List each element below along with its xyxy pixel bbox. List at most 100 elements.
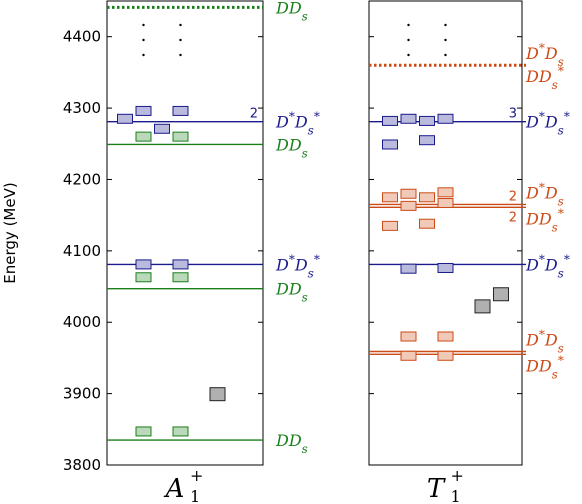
subscript: s: [552, 220, 558, 234]
energy-level: [400, 200, 417, 211]
label-text: D: [525, 356, 539, 375]
ellipsis-dot: [142, 23, 145, 27]
subscript: s: [308, 266, 314, 280]
label-text: D: [544, 330, 558, 349]
multiplicity-label: 2: [509, 210, 517, 225]
superscript: *: [314, 110, 320, 124]
energy-level: [135, 426, 152, 437]
y-axis-label: Energy (MeV): [1, 182, 19, 283]
label-text: D: [525, 67, 539, 86]
label-text: D: [525, 255, 539, 274]
superscript: *: [539, 327, 545, 341]
energy-level: [172, 259, 189, 270]
energy-level: [400, 263, 417, 274]
ellipsis-dot: [407, 23, 410, 27]
irrep-subscript: 1: [451, 487, 461, 504]
y-axis: 3800 3900 4000 4100 4200 4300 4400: [63, 28, 522, 474]
energy-level: [209, 387, 226, 402]
energy-level: [437, 331, 454, 342]
threshold-label: DDs*: [525, 206, 564, 234]
irrep-label: A: [164, 474, 185, 504]
energy-level: [400, 350, 417, 361]
y-tick-label: 4000: [63, 313, 101, 331]
energy-level: [135, 131, 152, 142]
threshold-label: D*Ds*: [275, 110, 320, 138]
superscript: *: [289, 110, 295, 124]
subscript: s: [558, 266, 564, 280]
superscript: *: [564, 252, 570, 266]
ellipsis-dot: [407, 53, 410, 57]
label-text: D: [544, 44, 558, 63]
energy-level: [172, 131, 189, 142]
ellipsis-dot: [179, 23, 182, 27]
label-text: D: [544, 255, 558, 274]
energy-level: [382, 115, 398, 126]
energy-level: [437, 350, 454, 361]
label-text: D: [525, 44, 539, 63]
energy-level: [419, 115, 435, 126]
threshold-label: D*Ds: [525, 180, 564, 208]
label-text: D: [294, 113, 308, 132]
ellipsis-dot: [142, 53, 145, 57]
multiplicity-label: 3: [509, 107, 517, 122]
label-text: D: [288, 0, 302, 17]
label-text: D: [538, 67, 552, 86]
label-text: D: [538, 356, 552, 375]
multiplicity-label: 2: [509, 189, 517, 204]
threshold-label: DDs: [275, 280, 308, 305]
superscript: *: [539, 252, 545, 266]
threshold-label: D*Ds: [525, 327, 564, 355]
y-tick-label: 3900: [63, 385, 101, 403]
subscript: s: [308, 124, 314, 138]
label-text: D: [275, 431, 289, 450]
ellipsis-dot: [179, 53, 182, 57]
label-text: D: [538, 209, 552, 228]
energy-level: [117, 113, 133, 124]
energy-level: [474, 299, 491, 314]
ellipsis-dot: [179, 38, 182, 42]
superscript: *: [564, 110, 570, 124]
subscript: s: [302, 146, 308, 160]
energy-level: [172, 272, 189, 283]
ellipsis-dot: [142, 38, 145, 42]
energy-level: [419, 192, 435, 203]
ellipsis-dot: [444, 38, 447, 42]
threshold-label: DDs*: [525, 353, 564, 381]
energy-level: [172, 426, 189, 437]
energy-level: [400, 113, 417, 124]
energy-level: [154, 123, 170, 134]
label-text: D: [288, 431, 302, 450]
energy-level: [419, 135, 435, 146]
ellipsis-dot: [444, 23, 447, 27]
energy-level: [437, 198, 454, 209]
energy-level: [382, 192, 398, 203]
energy-level: [135, 272, 152, 283]
energy-level: [493, 287, 509, 302]
energy-level: [419, 218, 435, 229]
label-text: D: [525, 183, 539, 202]
energy-level: [382, 139, 398, 150]
panel-frame: [106, 0, 264, 466]
subscript: s: [552, 367, 558, 381]
energy-level: [437, 113, 454, 124]
subscript: s: [558, 194, 564, 208]
threshold-label: D*Ds*: [525, 252, 570, 280]
label-text: D: [288, 135, 302, 154]
subscript: s: [302, 442, 308, 456]
superscript: *: [558, 206, 564, 220]
superscript: *: [289, 252, 295, 266]
superscript: *: [558, 64, 564, 78]
label-text: D: [275, 135, 289, 154]
subscript: s: [558, 341, 564, 355]
superscript: *: [539, 41, 545, 55]
y-tick-label: 4400: [63, 28, 101, 46]
ellipsis-dot: [444, 53, 447, 57]
energy-level: [135, 259, 152, 270]
subscript: s: [558, 55, 564, 69]
subscript: s: [558, 124, 564, 138]
superscript: *: [558, 353, 564, 367]
y-tick-label: 4300: [63, 99, 101, 117]
